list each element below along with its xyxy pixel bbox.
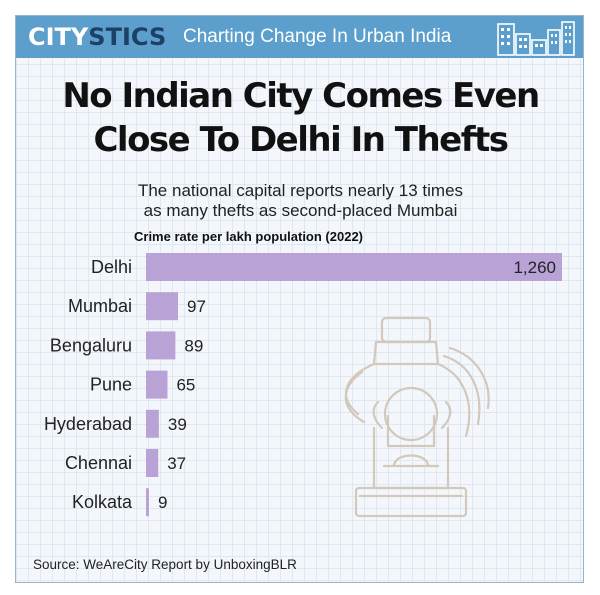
bar-mumbai [146, 292, 179, 321]
chart-title: Crime rate per lakh population (2022) [134, 229, 364, 244]
value-label-pune: 65 [176, 376, 195, 395]
value-label-kolkata: 9 [158, 493, 167, 512]
chart-headline: No Indian City Comes Even Close To Delhi… [16, 74, 583, 162]
bar-bengaluru [146, 331, 176, 360]
bar-chart: Delhi 1,260 Mumbai 97 Bengaluru 89 Pune 65 Hyder… [44, 253, 562, 517]
header-tagline: Charting Change In Urban India [183, 26, 452, 47]
brand-logo-part1: CITY [28, 23, 89, 51]
header-banner: CITYSTICS Charting Change In Urban India [16, 16, 583, 58]
chart-subtitle: The national capital reports nearly 13 t… [16, 181, 583, 221]
category-label-hyderabad: Hyderabad [44, 414, 132, 434]
source-note: Source: WeAreCity Report by UnboxingBLR [33, 557, 297, 572]
value-label-delhi: 1,260 [513, 258, 556, 277]
bar-delhi [146, 253, 562, 281]
chart-headline-line1: No Indian City Comes Even [62, 76, 540, 116]
category-label-bengaluru: Bengaluru [50, 335, 132, 355]
city-skyline-icon [497, 21, 575, 56]
bar-kolkata [146, 488, 149, 517]
value-label-chennai: 37 [167, 454, 186, 473]
bar-pune [146, 370, 168, 399]
category-label-delhi: Delhi [91, 257, 132, 277]
category-label-pune: Pune [90, 375, 132, 395]
infographic-card: CITYSTICS Charting Change In Urban India [15, 15, 584, 583]
chart-headline-line2: Close To Delhi In Thefts [93, 120, 509, 160]
value-label-bengaluru: 89 [184, 336, 203, 355]
category-label-mumbai: Mumbai [68, 296, 132, 316]
chart-subtitle-line1: The national capital reports nearly 13 t… [137, 181, 464, 200]
bar-hyderabad [146, 409, 159, 438]
category-label-kolkata: Kolkata [72, 492, 133, 512]
value-label-mumbai: 97 [187, 297, 206, 316]
bar-chennai [146, 449, 159, 477]
hand-grabbing-money-bag-icon [344, 316, 490, 518]
chart-subtitle-line2: as many thefts as second-placed Mumbai [143, 201, 458, 220]
brand-logo: CITYSTICS [28, 21, 166, 53]
value-label-hyderabad: 39 [168, 415, 187, 434]
category-label-chennai: Chennai [65, 453, 132, 473]
brand-logo-part2: STICS [88, 23, 167, 51]
